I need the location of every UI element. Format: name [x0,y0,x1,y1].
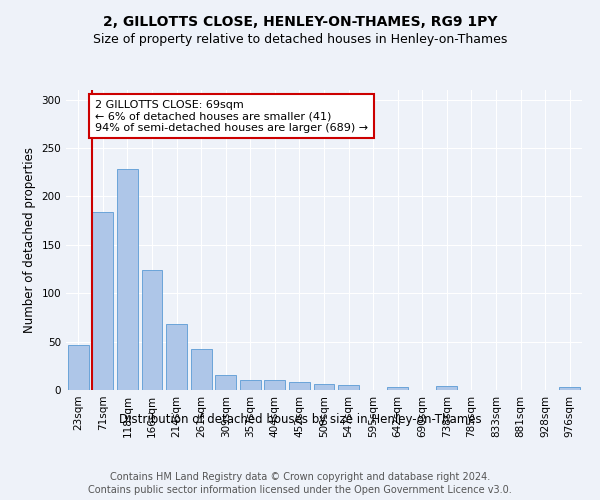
Y-axis label: Number of detached properties: Number of detached properties [23,147,36,333]
Bar [191,350,212,390]
Bar [142,270,163,390]
Bar [387,387,408,390]
Bar [289,382,310,390]
Text: Contains public sector information licensed under the Open Government Licence v3: Contains public sector information licen… [88,485,512,495]
Bar [215,376,236,390]
Bar [92,212,113,390]
Text: 2, GILLOTTS CLOSE, HENLEY-ON-THAMES, RG9 1PY: 2, GILLOTTS CLOSE, HENLEY-ON-THAMES, RG9… [103,15,497,29]
Bar [265,380,286,390]
Bar [436,386,457,390]
Bar [338,385,359,390]
Bar [166,324,187,390]
Text: Size of property relative to detached houses in Henley-on-Thames: Size of property relative to detached ho… [93,32,507,46]
Bar [117,170,138,390]
Bar [559,387,580,390]
Bar [314,384,334,390]
Bar [240,380,261,390]
Text: Contains HM Land Registry data © Crown copyright and database right 2024.: Contains HM Land Registry data © Crown c… [110,472,490,482]
Text: 2 GILLOTTS CLOSE: 69sqm
← 6% of detached houses are smaller (41)
94% of semi-det: 2 GILLOTTS CLOSE: 69sqm ← 6% of detached… [95,100,368,133]
Bar [68,344,89,390]
Text: Distribution of detached houses by size in Henley-on-Thames: Distribution of detached houses by size … [119,412,481,426]
